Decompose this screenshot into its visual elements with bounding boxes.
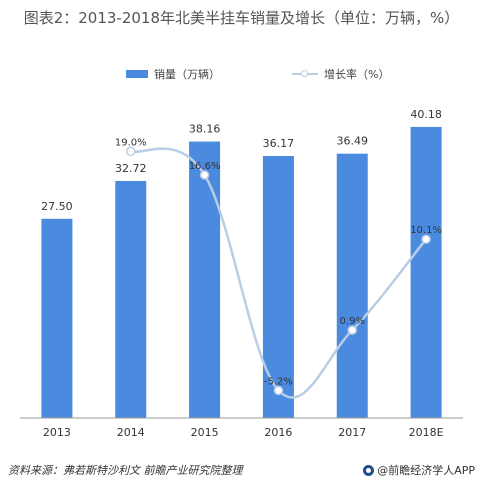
- growth-point-2015: [199, 170, 210, 180]
- bar-label-2015: 38.16: [189, 123, 221, 136]
- source-note: 资料来源：弗若斯特沙利文 前瞻产业研究院整理: [8, 464, 243, 477]
- bar-label-2014: 32.72: [115, 162, 147, 175]
- qianzhan-logo-icon: [363, 464, 375, 476]
- brand-text: @前瞻经济学人APP: [377, 464, 475, 477]
- growth-label-2018E: 10.1%: [410, 225, 442, 236]
- growth-label-2016: -5.2%: [264, 376, 293, 387]
- growth-rate-line: [130, 147, 428, 399]
- bar-2014: [115, 180, 147, 418]
- bar-2015: [189, 141, 221, 418]
- legend-label-growth: 增长率（%）: [324, 68, 390, 81]
- legend-item-growth: 增长率（%）: [292, 66, 389, 82]
- bar-label-2018E: 40.18: [410, 108, 442, 121]
- growth-label-2014: 19.0%: [115, 137, 147, 148]
- bar-2013: [41, 218, 73, 418]
- legend-label-sales: 销量（万辆）: [154, 68, 220, 81]
- growth-point-2018E: [421, 234, 431, 244]
- legend-line-swatch: [292, 69, 318, 79]
- legend-item-sales: 销量（万辆）: [126, 66, 220, 82]
- x-tick-label-2015: 2015: [191, 426, 219, 439]
- x-tick-label-2014: 2014: [117, 426, 145, 439]
- bar-2018E: [410, 126, 442, 419]
- x-tick-label-2017: 2017: [338, 426, 366, 439]
- chart-title: 图表2：2013-2018年北美半挂车销量及增长（单位：万辆，%）: [23, 9, 460, 27]
- bar-2017: [336, 153, 368, 419]
- bar-label-2013: 27.50: [41, 200, 73, 213]
- growth-point-2017: [347, 325, 357, 335]
- bar-label-2017: 36.49: [337, 135, 369, 148]
- growth-point-2016: [273, 385, 284, 396]
- growth-label-2017: 0.9%: [340, 316, 365, 327]
- growth-point-2014: [126, 146, 136, 157]
- brand-credit: @前瞻经济学人APP: [363, 462, 475, 478]
- legend-bar-swatch: [126, 70, 148, 78]
- growth-label-2015: 16.6%: [189, 161, 221, 172]
- x-tick-label-2013: 2013: [43, 426, 71, 439]
- x-tick-label-2016: 2016: [264, 426, 292, 439]
- bar-label-2016: 36.17: [263, 137, 295, 150]
- x-tick-label-2018E: 2018E: [409, 426, 444, 439]
